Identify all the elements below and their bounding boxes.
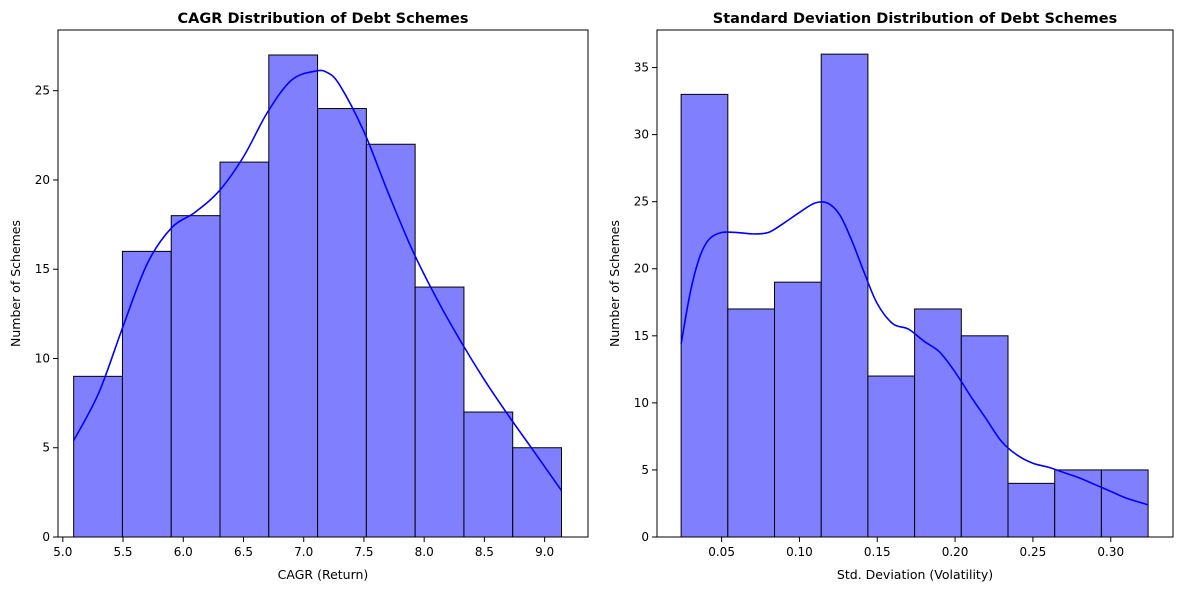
x-tick-label: 8.5 (475, 545, 494, 559)
y-tick-label: 0 (641, 530, 649, 544)
x-tick-label: 0.20 (942, 545, 969, 559)
y-tick-label: 15 (35, 262, 50, 276)
x-tick-label: 9.0 (535, 545, 554, 559)
y-axis-label: Number of Schemes (8, 220, 23, 347)
histogram-bar (414, 286, 465, 538)
histogram-bar (1054, 469, 1102, 538)
y-tick-label: 20 (35, 173, 50, 187)
histogram-bar (867, 375, 916, 538)
histogram-bar (820, 53, 869, 538)
axes-frame (57, 29, 589, 538)
histogram-bar (121, 250, 172, 538)
x-axis-label: CAGR (Return) (278, 567, 369, 582)
histogram-bar (365, 143, 416, 538)
kde-line (680, 200, 1149, 506)
y-tick-label: 15 (634, 329, 649, 343)
histogram-bar (774, 281, 822, 538)
x-tick-label: 0.25 (1020, 545, 1047, 559)
histogram-bar (463, 411, 514, 538)
x-tick-label: 7.0 (294, 545, 313, 559)
x-tick-label: 5.5 (113, 545, 132, 559)
y-tick-label: 20 (634, 262, 649, 276)
y-tick-label: 35 (634, 61, 649, 75)
chart-title: Standard Deviation Distribution of Debt … (713, 11, 1117, 27)
histogram-bar (960, 335, 1009, 538)
x-axis-label: Std. Deviation (Volatility) (837, 567, 993, 582)
y-tick-label: 5 (641, 463, 649, 477)
histogram-bar (73, 375, 123, 538)
axes-frame (656, 29, 1174, 538)
chart-title: CAGR Distribution of Debt Schemes (178, 11, 469, 27)
histogram-bar (680, 93, 729, 538)
std-deviation-histogram-panel: 0.05 0.10 0.15 0.20 0.25 0.30 0 5 10 15 20 25 30 35 St… (607, 11, 1174, 582)
x-tick-label: 6.5 (234, 545, 253, 559)
y-tick-label: 25 (634, 195, 649, 209)
y-tick-label: 10 (35, 351, 50, 365)
y-tick-label: 25 (35, 84, 50, 98)
kde-line (72, 69, 563, 492)
histogram-bar (914, 308, 962, 538)
histogram-bar (317, 108, 367, 538)
x-tick-label: 0.15 (864, 545, 891, 559)
x-tick-label: 8.0 (415, 545, 434, 559)
x-tick-label: 0.30 (1097, 545, 1124, 559)
cagr-histogram-panel: 5.0 5.5 6.0 6.5 7.0 7.5 8.0 8.5 9.0 0 5 10 15 20 25 CAG… (8, 11, 589, 582)
y-tick-label: 30 (634, 128, 649, 142)
histogram-bar (170, 215, 221, 538)
x-tick-label: 7.5 (354, 545, 373, 559)
x-tick-label: 0.10 (786, 545, 813, 559)
x-tick-label: 5.0 (53, 545, 72, 559)
x-tick-label: 6.0 (174, 545, 193, 559)
x-tick-label: 0.05 (708, 545, 735, 559)
y-tick-label: 10 (634, 396, 649, 410)
y-axis-label: Number of Schemes (607, 220, 622, 347)
histogram-bar (268, 54, 319, 538)
histogram-bar (1007, 482, 1056, 538)
y-tick-label: 5 (42, 441, 50, 455)
y-tick-label: 0 (42, 530, 50, 544)
histogram-bar (512, 447, 562, 538)
histogram-bar (727, 308, 776, 538)
histogram-bar (219, 161, 270, 538)
